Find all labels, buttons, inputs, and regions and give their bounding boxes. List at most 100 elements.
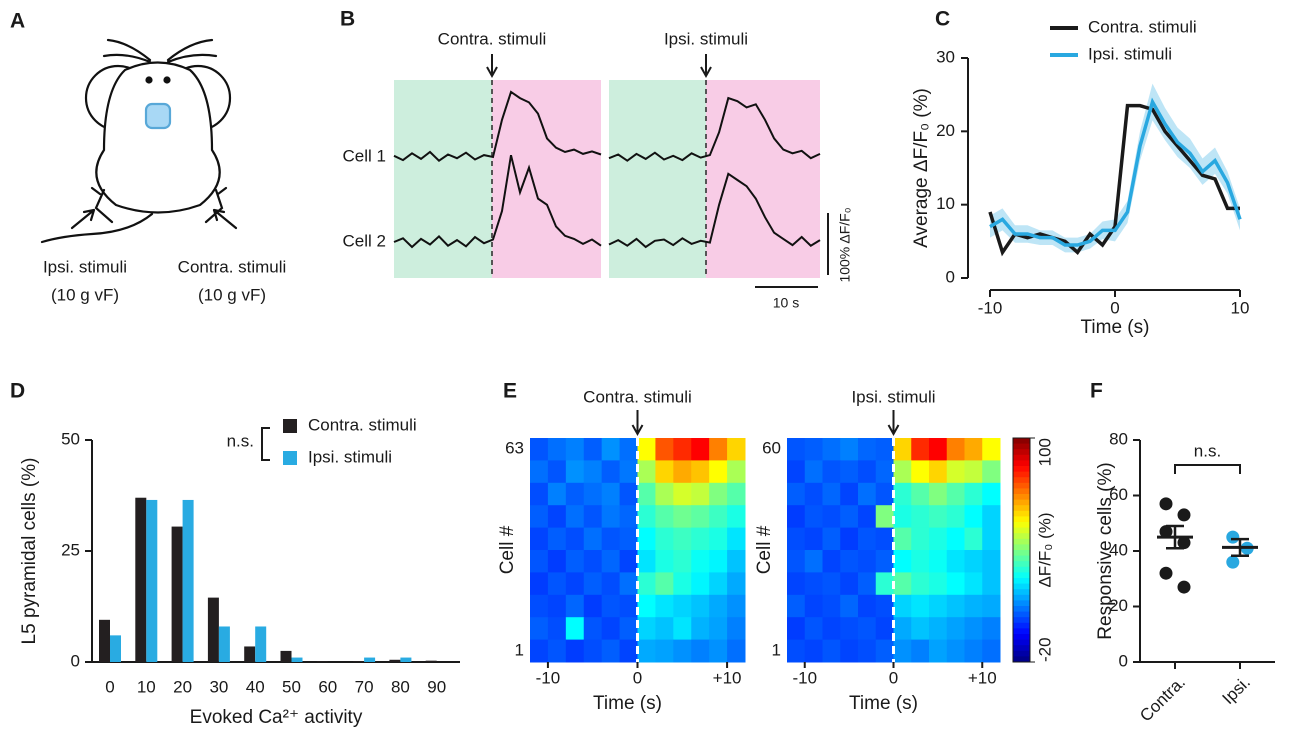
heatmap-cell xyxy=(530,460,549,484)
heatmap-cell xyxy=(946,482,965,506)
heatmap-cell xyxy=(893,505,912,529)
heatmap-cell xyxy=(547,594,567,618)
y-tick-label: 20 xyxy=(1109,596,1128,615)
post-stimulus-shade xyxy=(706,80,820,278)
colorbar-strip xyxy=(1013,522,1030,529)
heatmap-cell xyxy=(804,460,823,484)
arrow xyxy=(70,208,96,230)
heatmap-cell xyxy=(637,505,656,529)
stimulus-label: Contra. stimuli xyxy=(178,257,287,276)
heatmap-cell xyxy=(530,527,549,551)
panel-label: A xyxy=(10,10,25,33)
bar xyxy=(110,635,121,662)
heatmap-cell xyxy=(691,550,710,573)
heatmap-cell xyxy=(727,550,746,573)
heatmap-cell xyxy=(601,550,621,573)
heatmap-cell xyxy=(637,594,656,618)
x-tick-label: -10 xyxy=(792,668,817,687)
pre-stimulus-shade xyxy=(394,80,492,278)
heatmap-cell xyxy=(964,527,983,551)
colorbar-strip xyxy=(1013,572,1030,579)
heatmap-cell xyxy=(727,639,746,663)
heatmap-cell xyxy=(655,505,674,529)
heatmap-cell xyxy=(727,460,746,484)
y-tick-label: 0 xyxy=(1119,651,1128,670)
heatmap-cell xyxy=(964,505,983,529)
heatmap-cell xyxy=(673,550,692,573)
heatmap-cell xyxy=(655,460,674,484)
heatmap-cell xyxy=(893,482,912,506)
heatmap-cell xyxy=(875,572,894,596)
colorbar-strip xyxy=(1013,561,1030,568)
heatmap-cell xyxy=(911,460,930,484)
heatmap-cell xyxy=(964,639,983,663)
heatmap-cell xyxy=(619,482,638,506)
heatmap-cell xyxy=(982,550,1001,573)
stimulus-annotation: Ipsi. stimuli xyxy=(664,29,748,48)
heatmap-cell xyxy=(619,438,638,461)
colorbar-strip xyxy=(1013,443,1030,450)
x-tick-label: 30 xyxy=(209,677,228,696)
x-tick-label: +10 xyxy=(713,668,742,687)
heatmap-cell xyxy=(982,482,1001,506)
colorbar-strip xyxy=(1013,516,1030,523)
heatmap-cell xyxy=(804,482,823,506)
heatmap-cell xyxy=(565,505,585,529)
x-tick-label: 40 xyxy=(246,677,265,696)
heatmap-cell xyxy=(619,594,638,618)
heatmap-cell xyxy=(673,594,692,618)
heatmap-cell xyxy=(804,438,823,461)
heatmap-cell xyxy=(691,527,710,551)
heatmap-cell xyxy=(893,639,912,663)
stimulus-annotation: Contra. stimuli xyxy=(583,387,692,406)
heatmap-cell xyxy=(946,460,965,484)
heatmap-cell xyxy=(619,505,638,529)
body xyxy=(95,61,221,214)
heatmap-cell xyxy=(619,617,638,641)
y-tick-label: 60 xyxy=(1109,485,1128,504)
heatmap-cell xyxy=(946,617,965,641)
bar xyxy=(425,660,437,662)
heatmap-cell xyxy=(929,639,948,663)
heatmap-cell xyxy=(583,438,603,461)
heatmap-cell xyxy=(709,572,728,596)
heatmap-cell xyxy=(673,527,692,551)
heatmap-cell xyxy=(637,460,656,484)
heatmap-cell xyxy=(822,505,841,529)
data-point xyxy=(1177,536,1191,550)
heatmap-cell xyxy=(637,527,656,551)
heatmap-cell xyxy=(565,482,585,506)
y-tick-label: 63 xyxy=(505,439,524,458)
heatmap-cell xyxy=(601,460,621,484)
heatmap-cell xyxy=(530,639,549,663)
colorbar-tick-label: -20 xyxy=(1035,637,1054,662)
panel-label: F xyxy=(1090,380,1103,403)
bar xyxy=(218,626,230,662)
heatmap-cell xyxy=(547,550,567,573)
heatmap-cell xyxy=(911,482,930,506)
colorbar-strip xyxy=(1013,583,1030,590)
stimulus-area xyxy=(144,102,172,130)
heatmap-cell xyxy=(946,572,965,596)
heatmap-cell xyxy=(565,438,585,461)
bar xyxy=(99,619,110,662)
stimulus-label: (10 g vF) xyxy=(198,285,266,304)
y-tick-label: 10 xyxy=(936,194,955,213)
heatmap-cell xyxy=(691,639,710,663)
x-tick-label: 10 xyxy=(137,677,156,696)
whiskers xyxy=(102,38,218,64)
heatmap-cell xyxy=(875,639,894,663)
x-axis-label: Time (s) xyxy=(1081,317,1150,338)
heatmap-cell xyxy=(840,550,859,573)
heatmap-cell xyxy=(893,617,912,641)
heatmap-cell xyxy=(804,594,823,618)
colorbar-strip xyxy=(1013,594,1030,601)
panel-label: B xyxy=(340,8,355,31)
heatmap-cell xyxy=(982,460,1001,484)
colorbar-strip xyxy=(1013,449,1030,456)
colorbar-frame xyxy=(1012,437,1031,663)
heatmap-cell xyxy=(858,460,877,484)
heatmap-cell xyxy=(530,438,549,461)
x-axis-label: Evoked Ca²⁺ activity xyxy=(190,707,363,728)
